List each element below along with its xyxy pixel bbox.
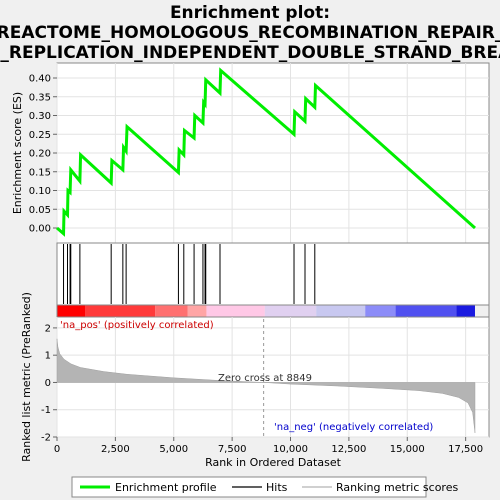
ranking-metric-area	[56, 338, 476, 433]
legend: Enrichment profile Hits Ranking metric s…	[71, 476, 458, 498]
na-neg-label: 'na_neg' (negatively correlated)	[274, 422, 433, 433]
x-tick-label: 7,500	[218, 444, 247, 455]
es-ytick-label: 0.25	[29, 130, 51, 141]
rank-bar-segment	[187, 305, 207, 317]
x-tick-label: 17,500	[448, 444, 483, 455]
legend-enrichment-label: Enrichment profile	[115, 481, 217, 494]
x-tick-label: 12,500	[331, 444, 366, 455]
rank-bar-segment	[365, 305, 396, 317]
hits-panel	[56, 242, 490, 306]
es-ytick-label: 0.40	[29, 74, 51, 85]
es-panel: 0.00 0.05 0.10 0.15 0.20 0.25 0.30 0.35 0.40	[29, 62, 490, 244]
title-line-1: Enrichment plot:	[170, 3, 330, 23]
x-tick-label: 2,500	[101, 444, 130, 455]
x-axis: 0 2,500 5,000 7,500 10,000 12,500 15,000 17,500	[54, 437, 483, 455]
title-line-2: REACTOME_HOMOLOGOUS_RECOMBINATION_REPAIR…	[0, 23, 500, 43]
metric-ytick-label: 2	[45, 323, 51, 334]
rank-bar-segment	[155, 305, 188, 317]
x-tick-label: 0	[54, 444, 60, 455]
metric-ytick-label: -1	[41, 405, 51, 416]
x-axis-label: Rank in Ordered Dataset	[205, 456, 342, 469]
rank-bar-segment	[316, 305, 366, 317]
rank-bar-segment	[264, 305, 317, 317]
rank-bar-segment	[206, 305, 265, 317]
es-ytick-label: 0.10	[29, 186, 51, 197]
es-ytick-label: 0.35	[29, 92, 51, 103]
es-ylabel: Enrichment score (ES)	[11, 92, 24, 214]
zero-cross-label: Zero cross at 8849	[218, 373, 312, 384]
es-ytick-label: 0.00	[29, 224, 51, 235]
legend-metric-label: Ranking metric scores	[336, 481, 458, 494]
metric-panel: 2 1 0 -1 -2 'na_pos' (positively correlated)…	[41, 316, 490, 444]
title-line-3: F_REPLICATION_INDEPENDENT_DOUBLE_STRAND_…	[0, 43, 500, 63]
x-tick-label: 10,000	[273, 444, 308, 455]
na-pos-label: 'na_pos' (positively correlated)	[60, 320, 214, 331]
es-ytick-label: 0.30	[29, 111, 51, 122]
metric-ytick-label: 0	[45, 378, 51, 389]
rank-bar-segment	[395, 305, 457, 317]
legend-hits-label: Hits	[266, 481, 288, 494]
es-ytick-label: 0.05	[29, 205, 51, 216]
metric-ylabel: Ranked list metric (PreRanked)	[20, 292, 33, 462]
metric-ytick-label: 1	[45, 351, 51, 362]
rank-bar-segment	[57, 305, 86, 317]
enrichment-profile-line	[56, 67, 476, 237]
rank-bar-segment	[85, 305, 156, 317]
metric-ytick-label: -2	[41, 433, 51, 444]
rank-bar-segment	[456, 305, 475, 317]
es-ytick-label: 0.15	[29, 167, 51, 178]
es-ytick-label: 0.20	[29, 149, 51, 160]
x-tick-label: 15,000	[390, 444, 425, 455]
rank-color-bar	[56, 304, 490, 318]
x-tick-label: 5,000	[159, 444, 188, 455]
